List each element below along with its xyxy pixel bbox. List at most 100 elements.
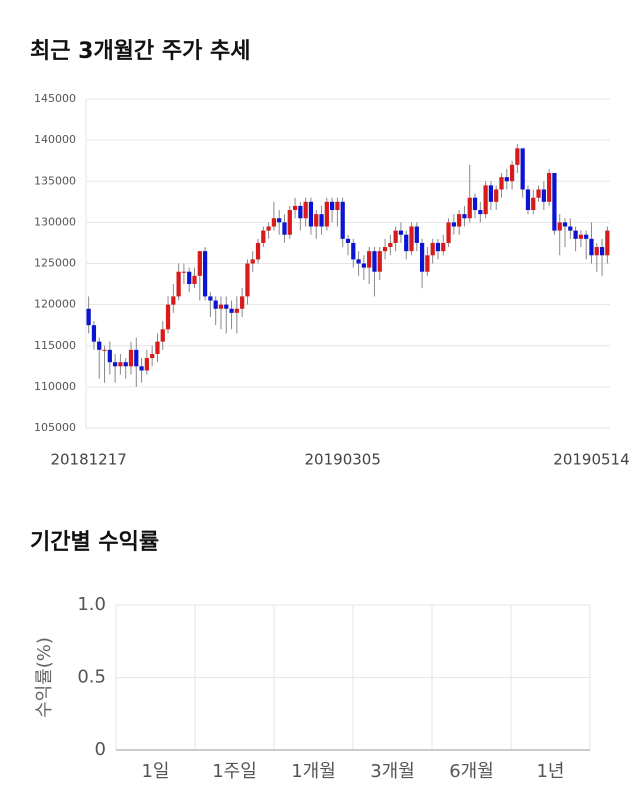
candle-body: [255, 242, 261, 260]
chart-title: 기간별 수익률: [30, 530, 159, 555]
candle-body: [345, 238, 351, 243]
candle-body: [330, 201, 335, 211]
candle-body: [303, 201, 308, 219]
y-tick-label: 135000: [34, 174, 76, 187]
candle-body: [308, 201, 314, 227]
chart-title: 최근 3개월간 주가 추세: [30, 39, 250, 64]
candle-body: [425, 255, 430, 272]
candle-body: [478, 210, 483, 215]
candle-body: [208, 296, 213, 301]
candle-body: [250, 259, 255, 264]
candle-body: [144, 358, 149, 371]
candle-body: [536, 189, 541, 198]
candle-body: [584, 234, 589, 239]
candle-body: [282, 222, 287, 235]
candle-body: [97, 341, 102, 350]
candle-body: [531, 197, 536, 211]
candle-body: [240, 296, 245, 309]
candle-body: [213, 300, 218, 309]
candle-body: [573, 230, 578, 239]
candle-body: [441, 242, 446, 252]
candle-body: [525, 189, 531, 211]
x-tick-label: 1일: [141, 761, 169, 782]
candle-body: [324, 201, 329, 227]
y-tick-label: 125000: [34, 257, 76, 270]
y-tick-label: 140000: [34, 133, 76, 146]
candle-body: [150, 353, 155, 359]
candle-body: [414, 226, 419, 243]
candle-body: [409, 226, 414, 252]
candle-body: [181, 271, 187, 273]
candle-body: [107, 349, 112, 363]
candle-body: [393, 230, 398, 243]
candle-body: [356, 259, 361, 264]
x-tick-label: 1개월: [291, 761, 336, 782]
x-tick-label: 20190514: [553, 451, 629, 469]
candle-body: [292, 205, 298, 211]
candle-body: [287, 210, 292, 235]
candle-body: [446, 222, 451, 243]
candle-body: [472, 197, 478, 211]
candle-body: [557, 222, 562, 231]
candle-body: [86, 308, 91, 326]
candle-body: [319, 214, 324, 227]
candle-body: [451, 222, 456, 227]
candle-body: [277, 218, 282, 223]
y-tick-label: 105000: [34, 421, 76, 434]
y-axis-label: 수익률(%): [34, 637, 55, 718]
candle-body: [419, 242, 425, 272]
candle-body: [187, 271, 192, 285]
candle-body: [367, 251, 372, 268]
y-tick-label: 115000: [34, 339, 76, 352]
candle-body: [224, 304, 229, 309]
candle-body: [398, 230, 404, 235]
candle-body: [552, 173, 557, 231]
candle-body: [192, 275, 197, 285]
candle-body: [118, 362, 123, 367]
candle-body: [457, 214, 462, 227]
y-tick-label: 120000: [34, 298, 76, 311]
candle-body: [171, 296, 176, 305]
candle-body: [197, 251, 202, 276]
candle-body: [599, 247, 605, 256]
candle-body: [298, 205, 303, 219]
y-tick-label: 110000: [34, 380, 76, 393]
candle-body: [483, 185, 488, 215]
candle-body: [430, 242, 435, 256]
candle-body: [404, 234, 409, 252]
candle-body: [594, 247, 599, 256]
candle-body: [266, 226, 271, 231]
candle-body: [562, 222, 568, 227]
y-tick-label: 0.5: [77, 667, 106, 688]
candle-body: [515, 148, 520, 165]
candle-body: [340, 201, 345, 239]
candle-body: [504, 177, 509, 182]
candle-body: [499, 177, 504, 190]
candle-body: [578, 234, 584, 239]
candle-body: [462, 214, 467, 219]
x-tick-label: 20190305: [305, 451, 381, 469]
candle-body: [314, 214, 319, 227]
candle-body: [361, 263, 366, 268]
candle-body: [128, 349, 134, 367]
candle-body: [335, 201, 340, 211]
candle-body: [134, 349, 139, 367]
candle-body: [234, 308, 239, 313]
y-tick-label: 130000: [34, 215, 76, 228]
candle-body: [351, 242, 356, 260]
candle-body: [218, 304, 224, 309]
candle-body: [165, 304, 171, 330]
candle-body: [202, 251, 208, 297]
candle-body: [589, 238, 594, 256]
candle-body: [541, 189, 546, 202]
candle-body: [372, 251, 377, 272]
candle-body: [229, 308, 234, 313]
y-tick-label: 0: [95, 739, 106, 760]
candle-body: [382, 247, 388, 252]
candle-body: [435, 242, 441, 252]
candle-body: [547, 173, 552, 202]
candle-body: [139, 366, 144, 371]
candle-body: [155, 341, 160, 354]
candle-body: [509, 164, 515, 182]
